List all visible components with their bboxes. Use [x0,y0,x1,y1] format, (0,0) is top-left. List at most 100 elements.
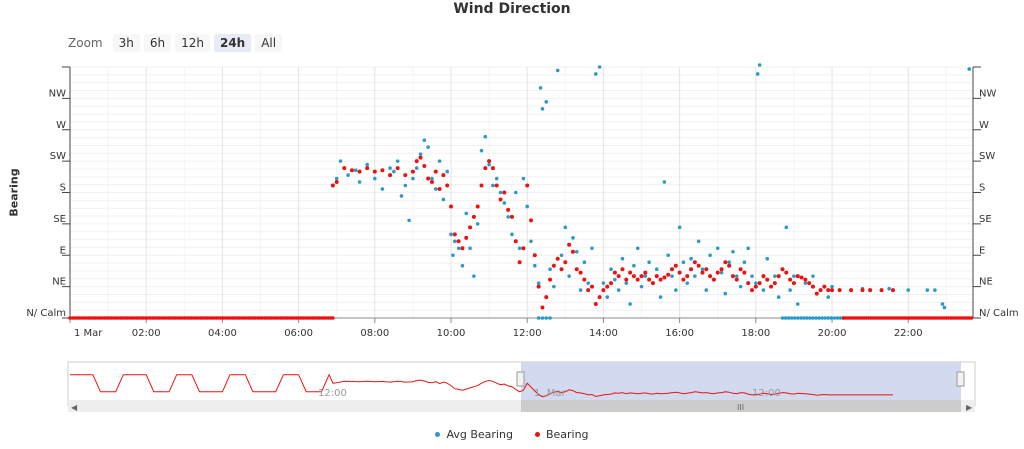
avg-bearing-point [574,249,579,254]
avg-bearing-point [502,201,507,205]
avg-bearing-calm-marker [805,316,809,320]
avg-bearing-point [433,187,438,191]
bearing-point [807,281,812,286]
bearing-point [468,225,473,230]
avg-bearing-point [426,145,430,149]
bearing-point [559,267,564,272]
avg-bearing-point [563,225,568,230]
bearing-point [868,288,873,293]
x-tick-label: 22:00 [894,328,923,339]
avg-bearing-calm-marker [802,316,806,320]
avg-bearing-point [700,267,705,271]
bearing-point [490,166,495,171]
bearing-point [810,284,815,289]
bearing-point [662,275,667,280]
avg-bearing-point [887,286,891,291]
avg-bearing-point [755,72,760,76]
x-tick-label: 06:00 [284,328,313,339]
avg-bearing-calm-marker [544,316,549,320]
bearing-point [723,260,728,265]
avg-bearing-point [792,274,796,278]
x-tick-label: 16:00 [665,328,694,339]
legend-label: Avg Bearing [446,428,513,441]
avg-bearing-calm-marker [835,316,840,320]
zoom-button-3h[interactable]: 3h [112,34,140,52]
navigator-left-handle[interactable] [516,371,525,387]
bearing-point [570,249,575,254]
zoom-button-12h[interactable]: 12h [175,34,210,52]
avg-bearing-point [940,302,945,306]
avg-bearing-point [441,197,446,202]
bearing-point [460,246,465,251]
bearing-point [765,277,770,282]
avg-bearing-point [445,169,450,174]
bearing-point [521,246,526,251]
avg-bearing-point [750,274,754,278]
bearing-point [788,277,793,282]
avg-bearing-calm-marker [823,316,827,320]
bearing-point [513,239,518,244]
bearing-point [609,281,614,286]
bearing-point [452,232,457,237]
avg-bearing-point [548,267,552,271]
zoom-button-all[interactable]: All [255,34,283,52]
bearing-point [479,183,484,188]
bearing-point [795,274,800,279]
avg-bearing-point [788,288,792,292]
scrollbar-thumb[interactable] [521,400,961,412]
avg-bearing-point [590,246,594,251]
bearing-point [403,173,408,178]
y-tick-label-left: NW [49,88,66,99]
navigator-selected-range[interactable] [521,362,961,406]
avg-bearing-point [540,107,545,111]
bearing-point [772,281,777,286]
legend-label: Bearing [545,428,589,441]
x-tick-label: 18:00 [741,328,770,339]
bearing-point [597,295,602,300]
bearing-point [826,288,831,293]
avg-bearing-point [510,232,514,237]
legend-item-avg-bearing[interactable]: Avg Bearing [435,428,513,441]
bearing-point [494,183,499,188]
bearing-point [551,263,556,268]
scrollbar-right-arrow-icon[interactable]: ▶ [966,403,973,412]
bearing-point [418,155,423,160]
bearing-point [769,284,774,289]
bearing-point [548,277,553,282]
avg-bearing-point [784,225,789,230]
zoom-button-24h[interactable]: 24h [213,34,252,52]
avg-bearing-point [925,288,930,292]
avg-bearing-point [392,169,396,174]
avg-bearing-point [685,281,690,285]
bearing-point [628,270,633,275]
avg-bearing-point [597,65,602,69]
avg-bearing-point [677,225,682,230]
grid [69,66,974,319]
scrollbar-left-arrow-icon[interactable]: ◀ [71,403,78,412]
avg-bearing-point [620,256,625,261]
avg-bearing-point [399,194,404,198]
bearing-point [483,166,488,171]
y-tick-label-left: N/ Calm [26,308,66,319]
avg-bearing-point [464,211,469,216]
legend-item-bearing[interactable]: Bearing [534,428,589,441]
bearing-point [532,253,537,258]
series-markers [68,63,974,320]
bearing-calm-marker [969,316,974,320]
legend-marker-icon [534,432,540,437]
avg-bearing-calm-marker [832,316,837,320]
bearing-point [414,159,419,164]
bearing-point [605,284,610,289]
avg-bearing-point [933,288,937,292]
bearing-point [700,270,705,275]
bearing-point [544,295,549,300]
bearing-point [750,288,755,293]
zoom-button-6h[interactable]: 6h [143,34,172,52]
bearing-point [658,277,663,282]
bearing-point [715,270,720,275]
bearing-point [582,277,587,282]
avg-bearing-point [674,288,678,292]
navigator-right-handle[interactable] [956,371,965,387]
avg-bearing-point [529,239,533,244]
avg-bearing-point [696,239,701,244]
